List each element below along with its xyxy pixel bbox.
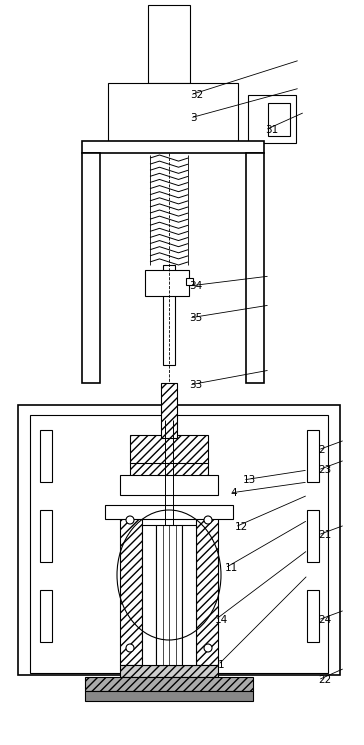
- Bar: [161, 383, 177, 438]
- Text: 31: 31: [265, 125, 278, 135]
- Text: 12: 12: [235, 522, 248, 532]
- Bar: [246, 153, 264, 383]
- Bar: [120, 475, 218, 495]
- Bar: [196, 510, 218, 665]
- Circle shape: [126, 516, 134, 524]
- Text: 2: 2: [318, 445, 325, 455]
- Bar: [120, 510, 142, 665]
- Bar: [182, 525, 196, 665]
- Text: 13: 13: [243, 475, 256, 485]
- Bar: [40, 430, 52, 482]
- Bar: [85, 677, 253, 691]
- Bar: [82, 141, 264, 153]
- Text: 34: 34: [189, 281, 202, 291]
- Bar: [307, 430, 319, 482]
- Bar: [18, 405, 340, 675]
- Bar: [40, 590, 52, 642]
- Bar: [130, 435, 208, 463]
- Bar: [148, 5, 190, 83]
- Text: 35: 35: [189, 313, 202, 323]
- Bar: [145, 270, 189, 296]
- Bar: [108, 83, 238, 141]
- Bar: [156, 525, 182, 665]
- Text: 14: 14: [215, 615, 228, 625]
- Text: 21: 21: [318, 530, 331, 540]
- Circle shape: [126, 644, 134, 652]
- Bar: [120, 665, 218, 677]
- Bar: [186, 278, 193, 285]
- Bar: [163, 265, 175, 365]
- Bar: [40, 510, 52, 562]
- Bar: [268, 103, 290, 136]
- Circle shape: [204, 644, 212, 652]
- Bar: [307, 510, 319, 562]
- Text: 11: 11: [225, 563, 238, 573]
- Bar: [142, 525, 156, 665]
- Text: 24: 24: [318, 615, 331, 625]
- Bar: [85, 691, 253, 701]
- Bar: [105, 505, 233, 519]
- Text: 22: 22: [318, 675, 331, 685]
- Bar: [307, 590, 319, 642]
- Circle shape: [204, 516, 212, 524]
- Bar: [248, 95, 296, 143]
- Bar: [130, 462, 208, 480]
- Text: 1: 1: [218, 660, 225, 670]
- Text: 3: 3: [190, 113, 197, 123]
- Text: 4: 4: [230, 488, 237, 498]
- Bar: [30, 415, 328, 673]
- Text: 23: 23: [318, 465, 331, 475]
- Text: 33: 33: [189, 380, 202, 390]
- Bar: [82, 153, 100, 383]
- Text: 32: 32: [190, 90, 203, 100]
